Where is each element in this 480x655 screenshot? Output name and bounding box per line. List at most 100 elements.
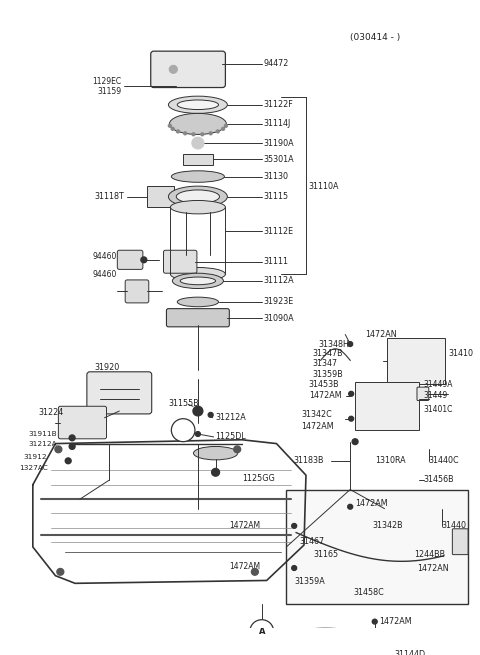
- Circle shape: [201, 133, 204, 136]
- Ellipse shape: [176, 190, 219, 203]
- FancyBboxPatch shape: [151, 51, 226, 88]
- Text: 31458C: 31458C: [353, 588, 384, 597]
- Circle shape: [171, 127, 174, 130]
- FancyBboxPatch shape: [125, 280, 149, 303]
- Text: 31453B: 31453B: [309, 380, 339, 389]
- Circle shape: [216, 130, 219, 133]
- Text: 31456B: 31456B: [424, 476, 455, 485]
- Circle shape: [192, 133, 195, 136]
- Circle shape: [212, 468, 219, 476]
- Text: 31449: 31449: [424, 391, 448, 400]
- Circle shape: [250, 620, 274, 643]
- Text: 31115: 31115: [264, 192, 289, 201]
- Text: 31401C: 31401C: [424, 405, 453, 414]
- Circle shape: [352, 439, 358, 445]
- Text: 31224: 31224: [39, 409, 64, 417]
- Text: 35301A: 35301A: [264, 155, 294, 164]
- Circle shape: [252, 569, 258, 575]
- Text: 31183B: 31183B: [293, 457, 324, 465]
- Text: 31114J: 31114J: [264, 119, 291, 128]
- Circle shape: [222, 127, 225, 130]
- Text: 1472AN: 1472AN: [417, 563, 449, 572]
- Circle shape: [193, 406, 203, 416]
- Text: 1472AM: 1472AM: [309, 391, 342, 400]
- Text: 31090A: 31090A: [264, 314, 294, 323]
- FancyBboxPatch shape: [417, 387, 429, 400]
- Circle shape: [57, 569, 64, 575]
- Text: 31144D: 31144D: [395, 650, 425, 655]
- Text: 1327AC: 1327AC: [19, 464, 48, 470]
- FancyBboxPatch shape: [452, 529, 468, 555]
- Text: 31410: 31410: [448, 349, 473, 358]
- Circle shape: [69, 443, 75, 449]
- Circle shape: [348, 504, 353, 509]
- Bar: [386, 338, 445, 384]
- Ellipse shape: [168, 96, 228, 113]
- Text: 31159: 31159: [97, 87, 121, 96]
- Bar: [286, 489, 468, 605]
- Circle shape: [169, 66, 177, 73]
- Circle shape: [192, 138, 204, 149]
- Text: 31342C: 31342C: [301, 411, 332, 419]
- Text: 1472AN: 1472AN: [365, 330, 396, 339]
- Bar: [183, 153, 213, 165]
- Circle shape: [348, 342, 353, 346]
- Circle shape: [292, 566, 297, 571]
- Text: 31155B: 31155B: [168, 399, 199, 408]
- Circle shape: [177, 130, 180, 133]
- Ellipse shape: [172, 273, 223, 289]
- Circle shape: [225, 124, 228, 127]
- Text: 31912: 31912: [23, 454, 47, 460]
- Text: 1472AM: 1472AM: [380, 617, 412, 626]
- Text: 31359A: 31359A: [294, 577, 325, 586]
- Text: 31190A: 31190A: [264, 139, 294, 147]
- Text: A: A: [180, 426, 186, 435]
- Circle shape: [348, 417, 354, 421]
- Circle shape: [234, 446, 240, 453]
- Text: 1125DL: 1125DL: [216, 432, 246, 441]
- Text: 1129EC: 1129EC: [92, 77, 121, 86]
- Ellipse shape: [177, 100, 218, 109]
- Text: 31348H: 31348H: [319, 339, 349, 348]
- Text: 31112E: 31112E: [264, 227, 294, 236]
- Circle shape: [209, 132, 212, 135]
- Text: 31920: 31920: [95, 362, 120, 371]
- Text: 31112A: 31112A: [264, 276, 294, 286]
- Text: 94472: 94472: [264, 59, 289, 68]
- FancyBboxPatch shape: [117, 250, 143, 269]
- Text: 31449A: 31449A: [424, 380, 454, 389]
- Text: 31347B: 31347B: [313, 349, 344, 358]
- Circle shape: [55, 446, 62, 453]
- Text: 31130: 31130: [264, 172, 288, 181]
- Text: (030414 - ): (030414 - ): [350, 33, 400, 43]
- Ellipse shape: [168, 186, 228, 207]
- Ellipse shape: [180, 277, 216, 285]
- Circle shape: [372, 619, 377, 624]
- Text: 94460: 94460: [93, 252, 117, 261]
- Text: 31122F: 31122F: [264, 100, 293, 109]
- Text: 31440: 31440: [442, 521, 467, 531]
- Circle shape: [141, 257, 147, 263]
- Circle shape: [168, 124, 171, 127]
- Text: 1310RA: 1310RA: [375, 457, 406, 465]
- Text: 31212A: 31212A: [216, 413, 246, 422]
- Text: 31359B: 31359B: [313, 370, 344, 379]
- Circle shape: [195, 432, 200, 436]
- Text: 31440C: 31440C: [429, 457, 459, 465]
- Text: 1472AM: 1472AM: [229, 561, 261, 571]
- Text: 31118T: 31118T: [95, 192, 124, 201]
- Ellipse shape: [193, 447, 238, 460]
- FancyBboxPatch shape: [59, 406, 107, 439]
- Text: 1244BB: 1244BB: [414, 550, 445, 559]
- FancyBboxPatch shape: [167, 309, 229, 327]
- Text: 1472AM: 1472AM: [301, 422, 334, 431]
- FancyBboxPatch shape: [164, 250, 197, 273]
- Ellipse shape: [171, 171, 225, 182]
- FancyBboxPatch shape: [87, 372, 152, 414]
- Circle shape: [292, 523, 297, 529]
- Ellipse shape: [169, 113, 227, 134]
- Ellipse shape: [170, 200, 226, 214]
- Text: A: A: [259, 627, 265, 636]
- Bar: [147, 186, 174, 207]
- Text: 1125GG: 1125GG: [242, 474, 275, 483]
